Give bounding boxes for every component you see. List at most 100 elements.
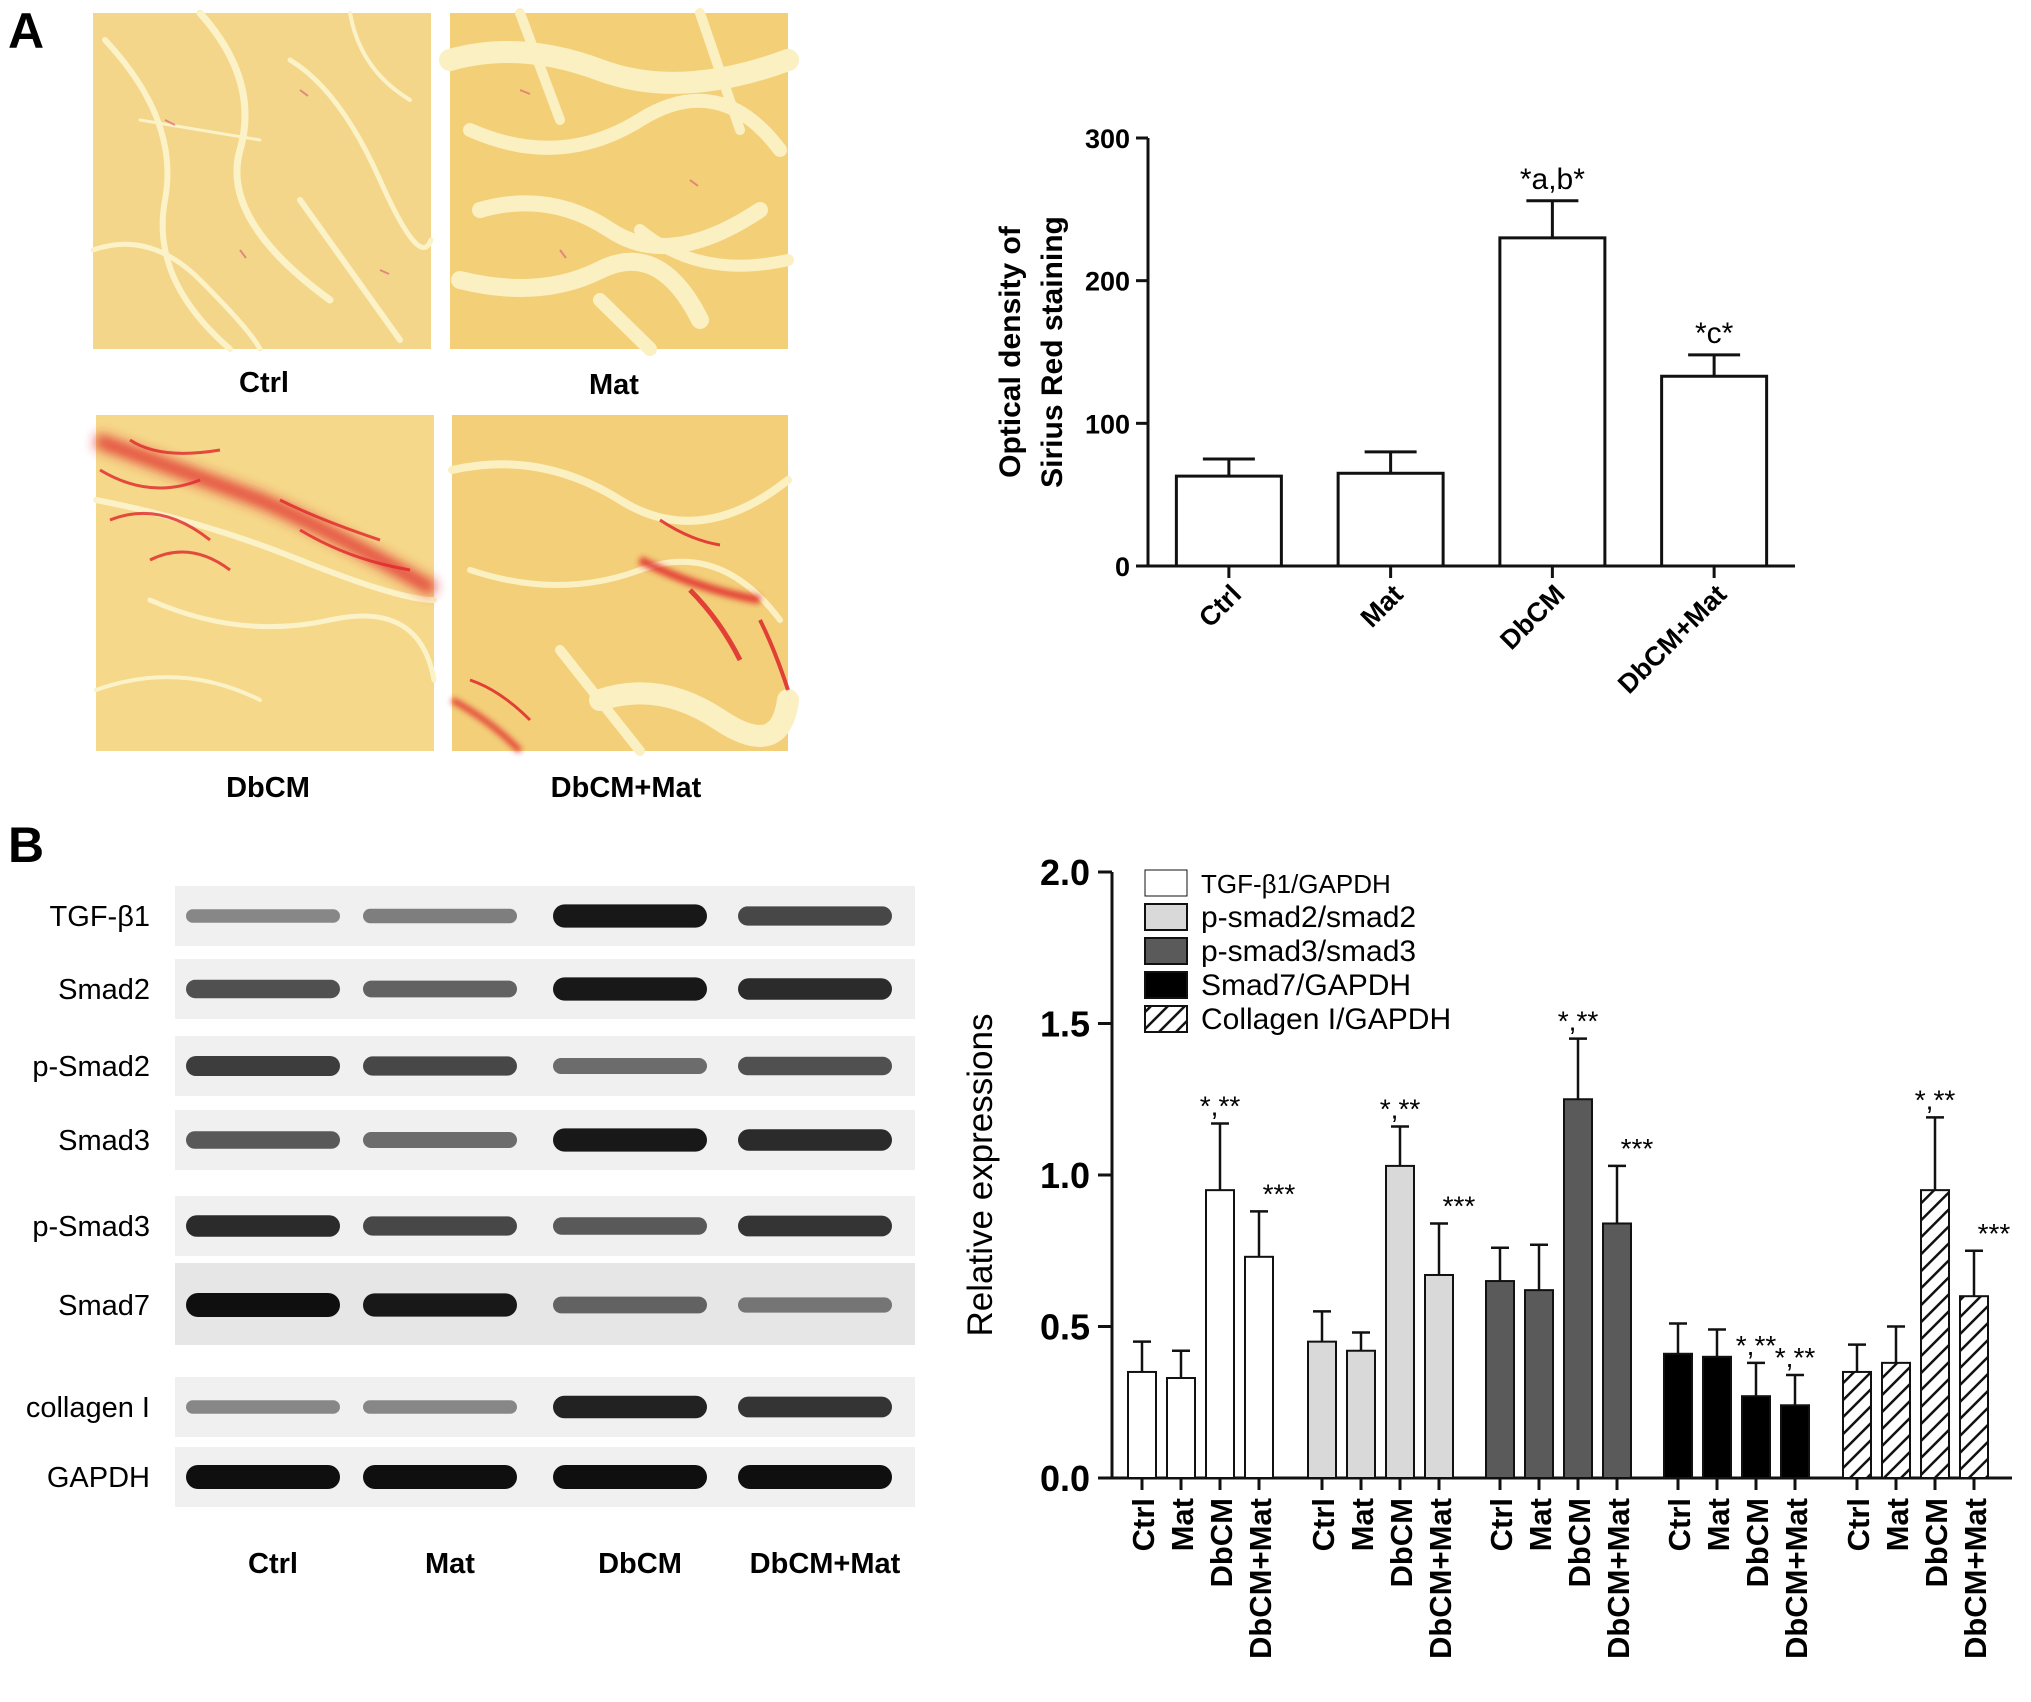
x-tick-label: Mat — [1523, 1498, 1558, 1551]
caption-dbcm: DbCM — [226, 772, 310, 804]
blot-band — [738, 1129, 892, 1151]
bar — [1244, 1255, 1274, 1480]
bar — [1127, 1370, 1157, 1479]
blot-lane-label: Mat — [425, 1548, 475, 1580]
bar — [1563, 1098, 1593, 1479]
caption-mat: Mat — [589, 369, 639, 401]
blot-band — [553, 1217, 707, 1235]
panel-b-letter: B — [8, 817, 44, 873]
blot-band — [186, 909, 340, 923]
blot-band — [738, 906, 892, 926]
bar — [1166, 1377, 1196, 1480]
x-tick-label: DbCM — [1740, 1498, 1775, 1588]
blot-row-label: collagen I — [26, 1392, 150, 1424]
blot-row-label: Smad3 — [58, 1125, 150, 1157]
x-tick-label: DbCM — [1494, 579, 1570, 655]
significance-label: *** — [1978, 1218, 2011, 1249]
blot-lane-label: Ctrl — [248, 1548, 298, 1580]
y-tick-label: 1.0 — [1040, 1155, 1090, 1196]
blot-band — [738, 1215, 892, 1237]
blot-band — [363, 980, 517, 998]
legend-swatch — [1144, 971, 1188, 999]
blot-row-label: Smad7 — [58, 1290, 150, 1322]
blot-row-label: TGF-β1 — [50, 901, 150, 933]
blot-band — [363, 1216, 517, 1236]
blot-band — [553, 977, 707, 1001]
blot-band — [738, 1396, 892, 1418]
western-blot: TGF-β1 Smad2 p-Smad2 Smad3 p-Smad3 Smad7 colla… — [26, 886, 915, 1580]
x-tick-label: DbCM+Mat — [1243, 1498, 1278, 1659]
blot-row-label: GAPDH — [47, 1462, 150, 1494]
significance-label: *a,b* — [1520, 163, 1585, 196]
bar — [1602, 1222, 1632, 1479]
significance-label: *** — [1263, 1178, 1296, 1209]
blot-band — [553, 1128, 707, 1152]
significance-label: *,** — [1558, 1006, 1599, 1037]
blot-band — [363, 1400, 517, 1414]
x-tick-label: Mat — [1880, 1498, 1915, 1551]
bar-dbcm-mat — [1660, 374, 1769, 568]
blot-band — [738, 1056, 892, 1076]
x-tick-label: Ctrl — [1306, 1498, 1341, 1551]
blot-row-label: p-Smad3 — [32, 1211, 150, 1243]
blot-band — [363, 908, 517, 924]
blot-band — [186, 1215, 340, 1237]
bar-mat — [1336, 471, 1445, 568]
blot-band — [186, 1056, 340, 1076]
x-tick-label: DbCM+Mat — [1423, 1498, 1458, 1659]
x-tick-label: Mat — [1701, 1498, 1736, 1551]
significance-label: *,** — [1736, 1330, 1777, 1361]
x-tick-label: DbCM — [1919, 1498, 1954, 1588]
blot-band — [186, 1131, 340, 1149]
blot-band — [186, 1465, 340, 1489]
blot-band — [553, 1465, 707, 1489]
panel-a-letter: A — [8, 3, 44, 59]
legend-label: p-smad3/smad3 — [1201, 935, 1416, 968]
caption-dbcm-mat: DbCM+Mat — [551, 772, 702, 804]
legend-swatch — [1144, 903, 1188, 931]
y-tick-label: 100 — [1085, 409, 1130, 439]
bar — [1385, 1164, 1415, 1480]
bar — [1205, 1189, 1235, 1480]
significance-label: *** — [1621, 1133, 1654, 1164]
blot-lane-label: DbCM — [598, 1548, 682, 1580]
blot-band — [363, 1293, 517, 1317]
bar-ctrl — [1174, 474, 1283, 568]
bar — [1485, 1280, 1515, 1480]
x-tick-label: Ctrl — [1662, 1498, 1697, 1551]
bar — [1842, 1370, 1872, 1479]
bar — [1346, 1349, 1376, 1479]
blot-band — [738, 1297, 892, 1313]
blot-band — [363, 1465, 517, 1489]
x-tick-label: DbCM+Mat — [1779, 1498, 1814, 1659]
legend-label: p-smad2/smad2 — [1201, 901, 1416, 934]
legend-label: Collagen I/GAPDH — [1201, 1003, 1451, 1036]
legend-swatch — [1144, 869, 1188, 897]
blot-band — [738, 978, 892, 1000]
significance-label: *,** — [1775, 1342, 1816, 1373]
x-tick-label: DbCM — [1384, 1498, 1419, 1588]
y-axis-label: Relative expressions — [961, 1014, 1000, 1337]
significance-label: *,** — [1380, 1094, 1421, 1125]
histology-image-dbcm — [93, 415, 438, 751]
bar — [1741, 1395, 1771, 1479]
x-tick-label: Mat — [1165, 1498, 1200, 1551]
x-tick-label: Mat — [1355, 579, 1409, 633]
blot-band — [363, 1056, 517, 1076]
blot-row-label: p-Smad2 — [32, 1051, 150, 1083]
bar — [1959, 1295, 1989, 1479]
blot-band — [186, 1400, 340, 1414]
legend-label: Smad7/GAPDH — [1201, 969, 1411, 1002]
histology-image-mat — [439, 8, 799, 356]
x-tick-label: DbCM — [1562, 1498, 1597, 1588]
bar — [1920, 1189, 1950, 1480]
histology-image-ctrl — [90, 9, 434, 352]
blot-row-label: Smad2 — [58, 974, 150, 1006]
x-tick-label: DbCM+Mat — [1612, 579, 1732, 699]
x-tick-label: DbCM — [1204, 1498, 1239, 1588]
y-tick-label: 300 — [1085, 124, 1130, 154]
x-tick-label: DbCM+Mat — [1958, 1498, 1993, 1659]
x-tick-label: DbCM+Mat — [1601, 1498, 1636, 1659]
